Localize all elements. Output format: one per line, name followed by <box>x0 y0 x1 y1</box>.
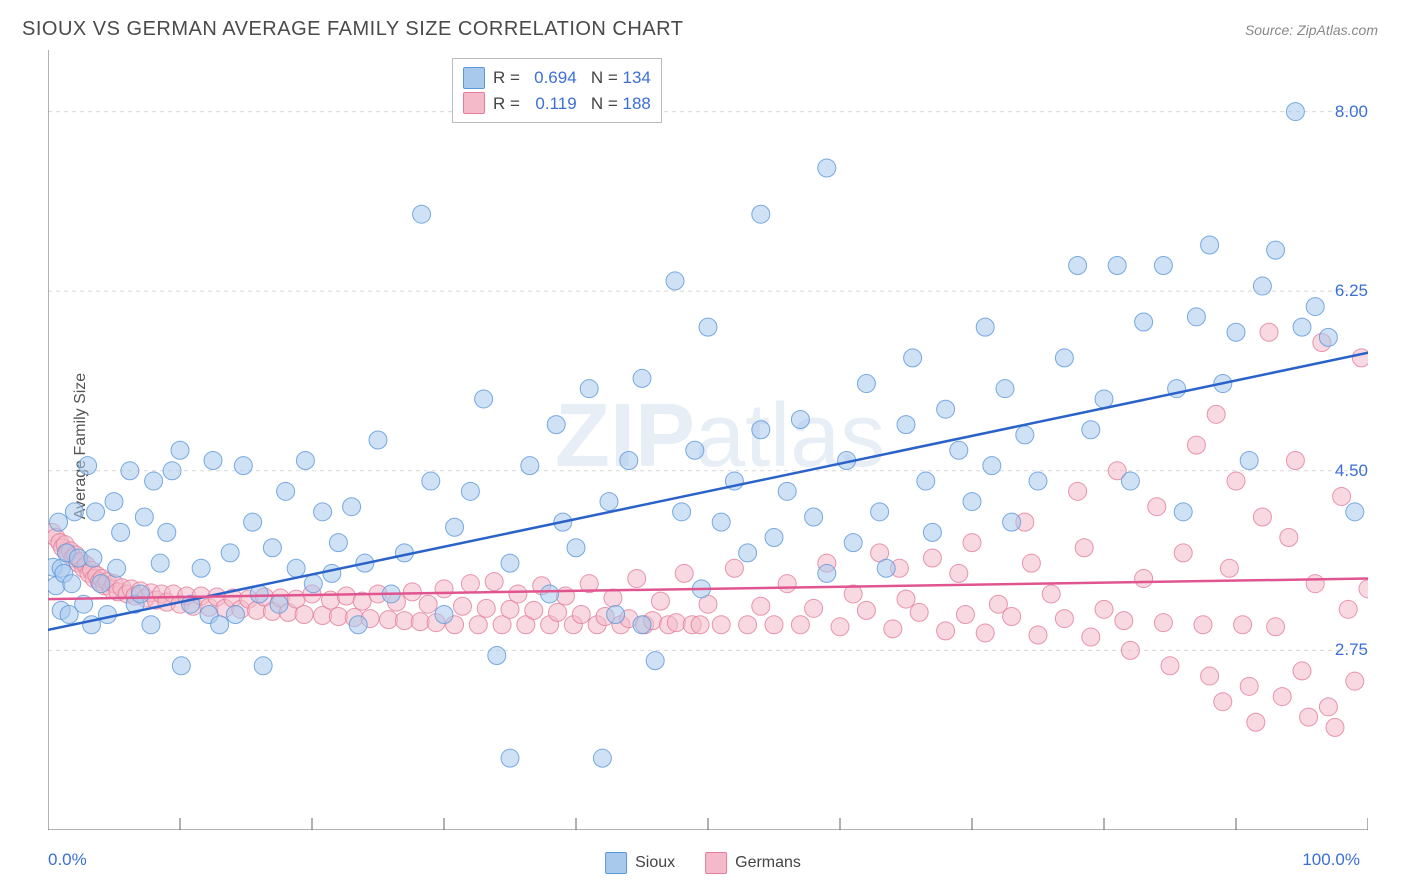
stats-row: R = 0.694 N = 134 <box>463 65 651 91</box>
stats-swatch <box>463 67 485 89</box>
legend-label-1: Sioux <box>635 854 675 872</box>
y-tick-label: 2.75 <box>1318 640 1368 660</box>
legend-swatch-2 <box>705 852 727 874</box>
stats-legend-box: R = 0.694 N = 134R = 0.119 N = 188 <box>452 58 662 123</box>
legend-label-2: Germans <box>735 854 801 872</box>
x-axis-max: 100.0% <box>1302 850 1360 870</box>
legend-item-2: Germans <box>705 852 801 874</box>
y-tick-label: 8.00 <box>1318 102 1368 122</box>
y-tick-label: 6.25 <box>1318 281 1368 301</box>
scatter-chart-svg <box>48 50 1368 830</box>
plot-area <box>48 50 1368 830</box>
legend-swatch-1 <box>605 852 627 874</box>
x-axis-min: 0.0% <box>48 850 87 870</box>
stats-row: R = 0.119 N = 188 <box>463 91 651 117</box>
source-label: Source: ZipAtlas.com <box>1245 22 1378 38</box>
legend-item-1: Sioux <box>605 852 675 874</box>
chart-title: SIOUX VS GERMAN AVERAGE FAMILY SIZE CORR… <box>22 18 683 41</box>
bottom-legend: Sioux Germans <box>605 852 801 874</box>
stats-swatch <box>463 92 485 114</box>
y-tick-label: 4.50 <box>1318 461 1368 481</box>
